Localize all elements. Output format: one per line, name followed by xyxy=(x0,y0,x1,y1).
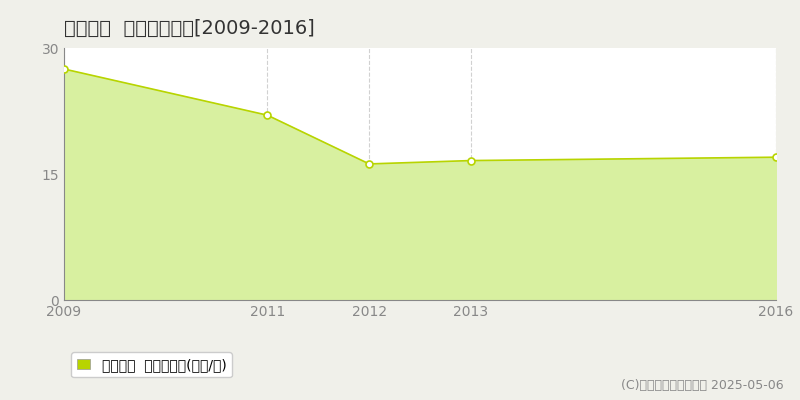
Legend: 土地価格  平均坪単価(万円/坪): 土地価格 平均坪単価(万円/坪) xyxy=(71,352,232,378)
Point xyxy=(58,66,70,72)
Point xyxy=(465,157,478,164)
Point xyxy=(362,161,375,167)
Point xyxy=(261,112,274,118)
Text: 鳥取市新  土地価格推移[2009-2016]: 鳥取市新 土地価格推移[2009-2016] xyxy=(64,19,314,38)
Point xyxy=(770,154,782,160)
Text: (C)土地価格ドットコム 2025-05-06: (C)土地価格ドットコム 2025-05-06 xyxy=(622,379,784,392)
